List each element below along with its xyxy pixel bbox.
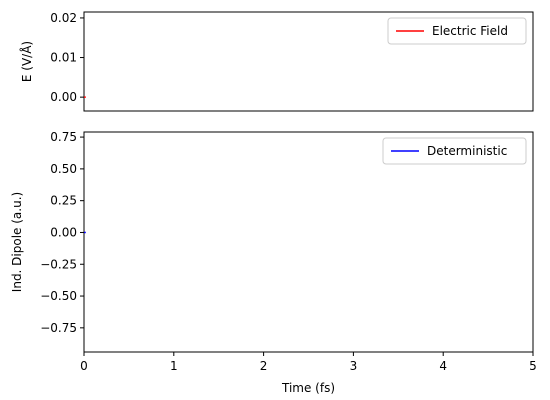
y-tick-label: −0.50 — [40, 289, 77, 303]
x-tick-label: 2 — [260, 359, 268, 373]
x-tick-label: 5 — [529, 359, 537, 373]
electric-field-y-label: E (V/Å) — [19, 41, 34, 82]
electric-field-panel: 0.00 0.01 0.02 E (V/Å) Electric Field — [19, 11, 534, 112]
x-tick-label: 3 — [350, 359, 358, 373]
y-tick-label: −0.25 — [40, 257, 77, 271]
x-tick-label: 0 — [80, 359, 88, 373]
y-tick-label: 0.01 — [50, 51, 77, 65]
dipole-x-ticks: 0 1 2 3 4 5 — [80, 352, 537, 373]
dipole-legend: Deterministic — [382, 137, 527, 165]
y-tick-label: 0.25 — [50, 194, 77, 208]
y-tick-label: −0.75 — [40, 321, 77, 335]
dipole-panel: 0.75 0.50 0.25 0.00 −0.25 −0.50 −0.75 0 1 2 3 4 5 I… — [10, 130, 537, 395]
electric-field-axes-frame — [83, 11, 534, 112]
electric-field-legend-box — [387, 17, 527, 45]
dipole-axes-frame — [83, 131, 534, 353]
electric-field-legend: Electric Field — [387, 17, 527, 45]
dipole-y-label: Ind. Dipole (a.u.) — [10, 192, 24, 292]
y-tick-label: 0.75 — [50, 130, 77, 144]
electric-field-y-ticks: 0.00 0.01 0.02 — [50, 11, 84, 104]
dipole-legend-box — [382, 137, 527, 165]
dipole-x-label: Time (fs) — [281, 381, 335, 395]
x-tick-label: 1 — [170, 359, 178, 373]
electric-field-legend-label: Electric Field — [432, 24, 508, 38]
y-tick-label: 0.50 — [50, 162, 77, 176]
y-tick-label: 0.00 — [50, 90, 77, 104]
dipole-legend-label: Deterministic — [427, 144, 507, 158]
y-tick-label: 0.00 — [50, 225, 77, 239]
y-tick-label: 0.02 — [50, 11, 77, 25]
x-tick-label: 4 — [439, 359, 447, 373]
dipole-y-ticks: 0.75 0.50 0.25 0.00 −0.25 −0.50 −0.75 — [40, 130, 84, 335]
